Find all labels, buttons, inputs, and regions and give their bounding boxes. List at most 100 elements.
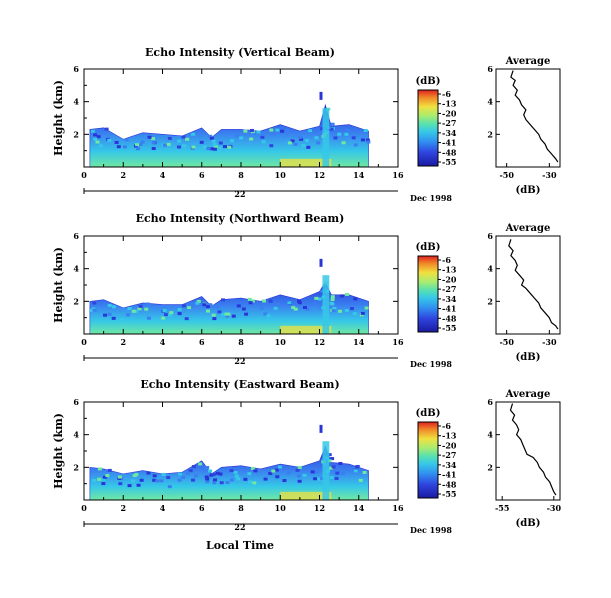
echo-cell xyxy=(344,309,349,313)
profile-plot: 6 4 2 -50 -30 xyxy=(487,64,561,180)
y-tick-label: 6 xyxy=(73,64,79,74)
x-tick-label: 12 xyxy=(314,337,325,347)
echo-cell xyxy=(135,143,140,147)
colorbar-tick-label: -34 xyxy=(442,294,457,304)
panel-title: Echo Intensity (Eastward Beam) xyxy=(140,378,339,391)
echo-cell xyxy=(205,477,210,481)
colorbar-tick-label: -34 xyxy=(442,128,457,138)
echo-cell xyxy=(222,312,227,316)
profile-frame xyxy=(495,68,561,168)
echo-cell xyxy=(364,306,369,310)
echo-cell xyxy=(122,145,127,149)
x-tick-label: 12 xyxy=(314,170,325,180)
x-tick-label: 16 xyxy=(392,337,404,347)
echo-cell xyxy=(111,305,116,309)
echo-cell xyxy=(210,304,215,308)
echo-cell xyxy=(268,471,273,475)
heatmap-plot: 0 2 4 6 8 10 12 14 16 6 4 2 Height (km) xyxy=(52,397,404,527)
y-tick-label: 4 xyxy=(73,430,79,440)
echo-cell xyxy=(306,145,311,149)
echo-cell xyxy=(351,136,356,140)
day-label: 22 xyxy=(234,356,245,366)
echo-cell xyxy=(298,135,303,139)
echo-cell xyxy=(178,472,183,476)
colorbar-tick-label: -34 xyxy=(442,460,457,470)
echo-cell xyxy=(247,472,252,476)
echo-cell xyxy=(195,301,200,305)
x-tick-label: 14 xyxy=(353,170,365,180)
echo-cell xyxy=(118,482,123,486)
echo-cell xyxy=(329,475,334,479)
echo-cell xyxy=(134,309,139,313)
echo-cell xyxy=(107,468,112,472)
echo-cell xyxy=(271,469,276,473)
echo-cell xyxy=(209,473,214,477)
echo-cell xyxy=(211,313,216,317)
echo-cell xyxy=(217,146,222,150)
echo-cell xyxy=(196,299,201,303)
echo-cell xyxy=(161,472,166,476)
echo-cell xyxy=(132,474,137,478)
colorbar-tick-label: -13 xyxy=(442,99,457,109)
echo-cell xyxy=(191,465,196,469)
echo-cell xyxy=(366,140,371,144)
echo-cell xyxy=(212,143,217,147)
echo-cell xyxy=(209,136,214,140)
echo-cell xyxy=(182,144,187,148)
echo-cell xyxy=(211,139,216,143)
echo-cell xyxy=(266,314,271,318)
x-tick-label: 14 xyxy=(353,503,365,513)
profile-x-tick-label: -30 xyxy=(542,170,557,180)
echo-cell xyxy=(91,479,96,483)
profile-frame xyxy=(495,401,561,501)
panel-title: Echo Intensity (Northward Beam) xyxy=(136,212,345,225)
echo-cell xyxy=(105,473,110,477)
colorbar-unit: (dB) xyxy=(416,76,441,87)
echo-cell xyxy=(187,306,192,310)
echo-cell xyxy=(247,297,252,301)
echo-cell xyxy=(93,137,98,141)
echo-cell xyxy=(213,145,218,149)
profile-xlabel: (dB) xyxy=(516,352,541,363)
echo-cell xyxy=(280,129,285,133)
echo-cell xyxy=(231,314,236,318)
profile-y-tick-label: 2 xyxy=(487,129,493,139)
profile-xlabel: (dB) xyxy=(516,185,541,196)
echo-cell xyxy=(320,127,325,131)
echo-cell xyxy=(150,137,155,141)
echo-cell xyxy=(229,469,234,473)
echo-cell xyxy=(151,147,156,151)
echo-cell xyxy=(205,305,210,309)
echo-cell xyxy=(131,309,136,313)
echo-cell xyxy=(97,467,102,471)
x-tick-label: 4 xyxy=(160,170,166,180)
echo-cell xyxy=(330,122,335,126)
echo-cell xyxy=(213,478,218,482)
echo-cell xyxy=(101,482,106,486)
echo-cell xyxy=(223,145,228,149)
echo-cell xyxy=(159,479,164,483)
echo-cell xyxy=(250,466,255,470)
panel-2: Echo Intensity (Northward Beam) 0 2 4 6 8 10 1… xyxy=(52,212,561,369)
echo-cell xyxy=(261,140,266,144)
echo-cell xyxy=(96,135,101,139)
colorbar-tick-label: -27 xyxy=(442,450,456,460)
y-axis-label: Height (km) xyxy=(52,413,65,489)
echo-cell xyxy=(181,304,186,308)
echo-cell xyxy=(162,309,167,313)
echo-cell xyxy=(208,469,213,473)
echo-cell xyxy=(215,471,220,475)
colorbar-tick-label: -6 xyxy=(442,255,451,265)
colorbar-unit: (dB) xyxy=(416,242,441,253)
echo-cell xyxy=(335,471,340,475)
colorbar: -6-13-20-27-34-41-48-55 xyxy=(417,255,457,333)
echo-cell xyxy=(236,477,241,481)
echo-cell xyxy=(293,307,298,311)
echo-cell xyxy=(176,145,181,149)
y-tick-label: 2 xyxy=(73,462,79,472)
echo-cell xyxy=(144,307,149,311)
echo-cell xyxy=(305,307,310,311)
echo-cell xyxy=(92,308,97,312)
echo-cell xyxy=(152,474,157,478)
elevated-echo xyxy=(319,258,323,267)
